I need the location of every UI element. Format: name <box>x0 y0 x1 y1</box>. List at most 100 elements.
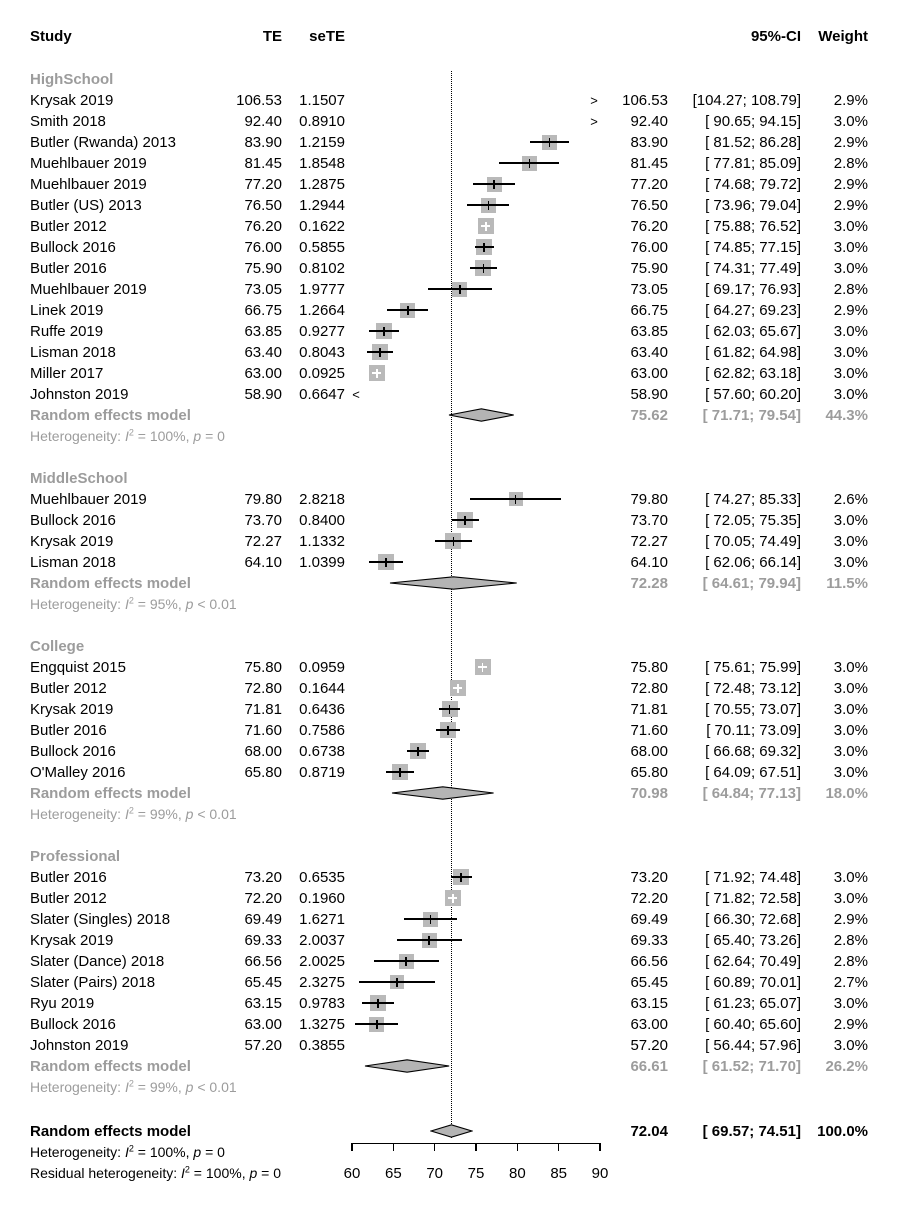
study-name: Johnston 2019 <box>30 1036 129 1054</box>
overall-ci: [ 69.57; 74.51] <box>702 1122 801 1140</box>
het-prefix: Heterogeneity: <box>30 427 122 444</box>
study-sete: 1.0399 <box>299 553 345 571</box>
study-name: Butler 2016 <box>30 868 107 886</box>
study-name: Krysak 2019 <box>30 700 114 718</box>
het-prefix: Heterogeneity: <box>30 1143 122 1160</box>
study-name: Muehlbauer 2019 <box>30 490 147 508</box>
group-label: Professional <box>30 847 121 865</box>
study-name: Ryu 2019 <box>30 994 95 1012</box>
study-te: 79.80 <box>244 490 282 508</box>
point-estimate-tick <box>396 977 398 987</box>
study-sete: 1.2159 <box>299 133 345 151</box>
column-header-weight: Weight <box>818 27 868 45</box>
study-sete: 1.2664 <box>299 301 345 319</box>
study-name: Butler (Rwanda) 2013 <box>30 133 176 151</box>
study-ci: [104.27; 108.79] <box>692 91 801 109</box>
pooled-label: Random effects model <box>30 406 191 424</box>
point-estimate-tick <box>376 1019 378 1029</box>
pooled-label: Random effects model <box>30 1057 191 1075</box>
overall-te: 72.04 <box>630 1122 668 1140</box>
study-sete: 1.2944 <box>299 196 345 214</box>
point-estimate-tick <box>482 263 485 273</box>
study-weight: 3.0% <box>833 742 868 760</box>
study-te: 65.80 <box>244 763 282 781</box>
study-te: 83.90 <box>244 133 282 151</box>
study-te-value: 79.80 <box>630 490 668 508</box>
het-i2: 100% <box>205 1164 242 1181</box>
study-ci: [ 70.11; 73.09] <box>706 721 801 739</box>
study-sete: 0.0925 <box>299 364 345 382</box>
clip-arrow-right-icon: > <box>590 113 598 129</box>
study-ci: [ 74.31; 77.49] <box>705 259 801 277</box>
study-te-value: 57.20 <box>630 1036 668 1054</box>
study-ci: [ 70.55; 73.07] <box>705 700 801 718</box>
study-weight: 3.0% <box>833 1036 868 1054</box>
study-weight: 2.7% <box>833 973 868 991</box>
pooled-label: Random effects model <box>30 574 191 592</box>
study-name: Butler 2016 <box>30 259 107 277</box>
study-te: 71.60 <box>244 721 282 739</box>
study-weight: 2.8% <box>833 154 868 172</box>
column-header-te: TE <box>262 27 282 45</box>
study-te: 76.00 <box>244 238 282 256</box>
study-ci: [ 56.44; 57.96] <box>705 1036 801 1054</box>
study-weight: 2.8% <box>833 931 868 949</box>
study-te: 63.00 <box>244 1015 282 1033</box>
study-te: 63.00 <box>244 364 282 382</box>
study-te: 63.85 <box>244 322 282 340</box>
study-name: Engquist 2015 <box>30 658 126 676</box>
x-axis-tick <box>433 1143 436 1151</box>
study-ci: [ 62.64; 70.49] <box>705 952 801 970</box>
study-te: 64.10 <box>244 553 282 571</box>
pooled-weight: 26.2% <box>825 1057 868 1075</box>
pooled-diamond <box>364 1059 449 1073</box>
point-estimate-tick <box>405 956 408 966</box>
study-sete: 2.0037 <box>299 931 345 949</box>
point-estimate-tick <box>448 704 451 714</box>
study-te-value: 72.20 <box>630 889 668 907</box>
study-sete: 0.8910 <box>299 112 345 130</box>
overall-effect-reference-line <box>450 71 452 1138</box>
x-axis-tick <box>392 1143 395 1151</box>
study-te-value: 69.33 <box>630 931 668 949</box>
point-estimate-tick <box>429 914 432 924</box>
point-estimate-tick <box>483 242 486 252</box>
study-te-value: 75.80 <box>630 658 668 676</box>
point-estimate-tick <box>460 872 462 882</box>
study-ci: [ 60.40; 65.60] <box>705 1015 801 1033</box>
pooled-weight: 11.5% <box>826 574 868 592</box>
het-p: = 0 <box>205 1143 225 1160</box>
point-estimate-tick <box>447 725 449 735</box>
study-te-value: 58.90 <box>630 385 668 403</box>
study-name: Ruffe 2019 <box>30 322 104 340</box>
study-ci: [ 62.03; 65.67] <box>705 322 801 340</box>
study-weight: 2.9% <box>833 301 868 319</box>
point-estimate-tick <box>377 998 379 1008</box>
study-ci: [ 61.82; 64.98] <box>705 343 801 361</box>
het-prefix: Heterogeneity: <box>30 595 122 612</box>
point-estimate-tick <box>407 305 409 315</box>
study-te-value: 71.60 <box>630 721 668 739</box>
study-te-value: 73.70 <box>630 511 668 529</box>
study-weight: 3.0% <box>833 532 868 550</box>
het-i2: 99% <box>149 1078 178 1095</box>
study-te-value: 77.20 <box>630 175 668 193</box>
pooled-te: 75.62 <box>630 406 668 424</box>
study-ci: [ 71.92; 74.48] <box>705 868 801 886</box>
pooled-label: Random effects model <box>30 784 191 802</box>
clip-arrow-left-icon: < <box>352 386 360 402</box>
study-te: 66.56 <box>244 952 282 970</box>
study-te: 73.20 <box>244 868 282 886</box>
study-te-value: 65.80 <box>630 763 668 781</box>
study-te-value: 106.53 <box>622 91 668 109</box>
study-te-value: 73.05 <box>630 280 668 298</box>
study-sete: 0.9783 <box>299 994 345 1012</box>
heterogeneity-note: Heterogeneity: I2 = 95%, p < 0.01 <box>30 594 237 612</box>
study-ci: [ 64.27; 69.23] <box>705 301 801 319</box>
point-estimate-plus <box>372 372 382 374</box>
study-name: Bullock 2016 <box>30 1015 116 1033</box>
study-te-value: 63.15 <box>630 994 668 1012</box>
het-prefix: Heterogeneity: <box>30 805 122 822</box>
x-axis-tick-label: 70 <box>426 1165 443 1182</box>
study-te-value: 72.27 <box>630 532 668 550</box>
